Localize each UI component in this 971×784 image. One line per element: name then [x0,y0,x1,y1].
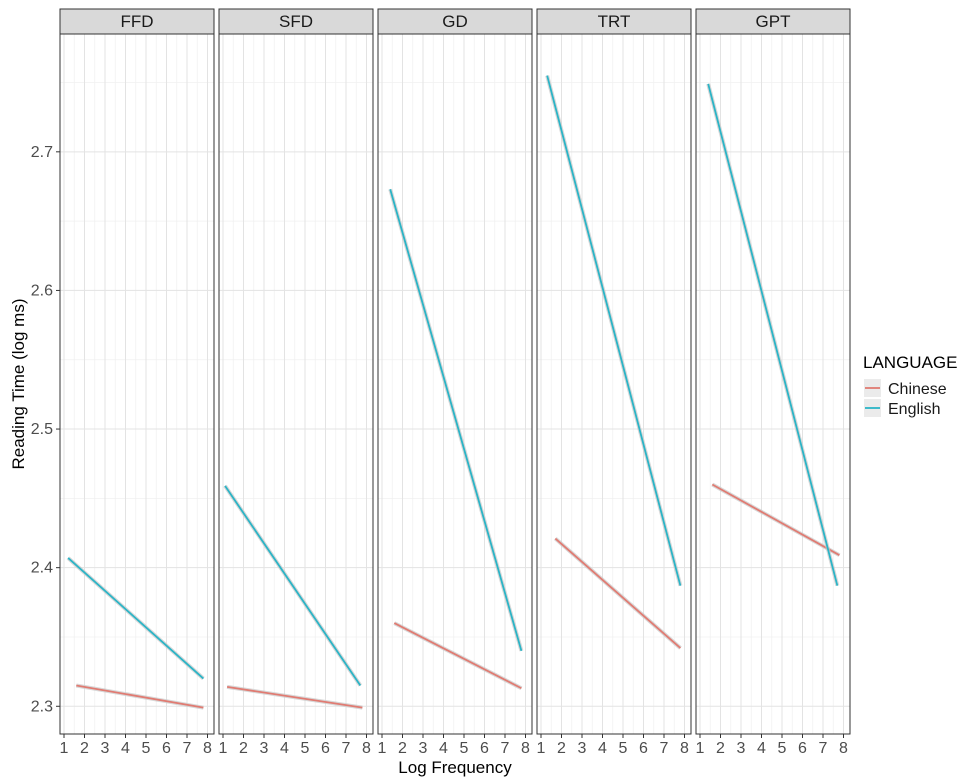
x-tick-label: 1 [696,740,705,757]
x-tick-label: 8 [362,740,371,757]
x-tick-label: 1 [378,740,387,757]
x-tick-label: 7 [501,740,510,757]
series-line-chinese [226,685,363,709]
facet-strip [536,8,692,35]
y-axis-title: Reading Time (log ms) [9,298,28,469]
x-tick-label: 4 [598,740,607,757]
y-axis: 2.3 2.4 2.5 2.6 2.7 [31,144,60,715]
x-tick-label: 3 [101,740,110,757]
legend-title: LANGUAGE [863,353,957,372]
x-tick-label: 1 [60,740,69,757]
x-tick-label: 3 [260,740,269,757]
y-tick-label: 2.6 [31,282,53,299]
panel-background [378,34,532,734]
series-line-chinese [554,537,681,649]
series-line-english [707,83,839,586]
facet-panel-gd: GD 1 2 3 4 5 6 7 8 [377,8,533,757]
x-tick-label: 8 [203,740,212,757]
x-tick-label: 2 [557,740,566,757]
y-tick-label: 2.5 [31,421,53,438]
x-tick-label: 1 [219,740,228,757]
panel-background [219,34,373,734]
series-line-english [546,75,682,586]
x-tick-label: 7 [660,740,669,757]
facet-strip-label: FFD [120,12,153,31]
x-tick-label: 8 [839,740,848,757]
x-tick-label: 2 [239,740,248,757]
facet-strip-label: TRT [598,12,631,31]
panel-background [696,34,850,734]
series-line-chinese [711,483,840,556]
facet-strip [218,8,374,35]
x-tick-label: 5 [460,740,469,757]
x-tick-label: 2 [398,740,407,757]
x-tick-label: 4 [280,740,289,757]
x-tick-label: 8 [521,740,530,757]
x-tick-label: 8 [680,740,689,757]
x-tick-label: 6 [321,740,330,757]
x-tick-label: 5 [301,740,310,757]
x-tick-label: 3 [578,740,587,757]
x-tick-label: 4 [439,740,448,757]
facet-panel-gpt: GPT 1 2 3 4 5 6 7 8 [695,8,851,757]
facet-strip [377,8,533,35]
facet-strip-label: GPT [756,12,791,31]
x-axis-title: Log Frequency [398,758,512,777]
facet-strip [59,8,215,35]
facet-strip-label: SFD [279,12,313,31]
x-tick-label: 7 [183,740,192,757]
series-line-english [67,557,204,680]
panel-background [537,34,691,734]
facet-panel-trt: TRT 1 2 3 4 5 6 7 8 [536,8,692,757]
x-tick-label: 4 [121,740,130,757]
x-tick-label: 3 [737,740,746,757]
x-tick-label: 7 [342,740,351,757]
facet-panel-sfd: SFD 1 2 3 4 5 6 7 8 [218,8,374,757]
x-tick-label: 6 [639,740,648,757]
series-line-english [224,485,362,686]
x-tick-label: 6 [162,740,171,757]
y-tick-label: 2.7 [31,144,53,161]
x-tick-label: 4 [757,740,766,757]
facet-panel-ffd: FFD 1 2 3 4 5 6 7 8 [59,8,215,757]
facet-strip [695,8,851,35]
y-tick-label: 2.4 [31,560,53,577]
legend-label-english: English [888,401,940,418]
x-tick-label: 2 [716,740,725,757]
series-line-english [389,189,523,652]
x-tick-label: 5 [619,740,628,757]
legend-label-chinese: Chinese [888,381,947,398]
series-line-chinese [76,684,204,709]
x-tick-label: 6 [798,740,807,757]
series-line-chinese [393,622,522,690]
legend: LANGUAGE Chinese English [863,353,957,418]
x-tick-label: 6 [480,740,489,757]
x-tick-label: 5 [778,740,787,757]
x-tick-label: 5 [142,740,151,757]
x-tick-label: 2 [80,740,89,757]
x-tick-label: 1 [537,740,546,757]
panel-background [60,34,214,734]
x-tick-label: 7 [819,740,828,757]
y-tick-label: 2.3 [31,698,53,715]
x-tick-label: 3 [419,740,428,757]
facet-strip-label: GD [442,12,468,31]
